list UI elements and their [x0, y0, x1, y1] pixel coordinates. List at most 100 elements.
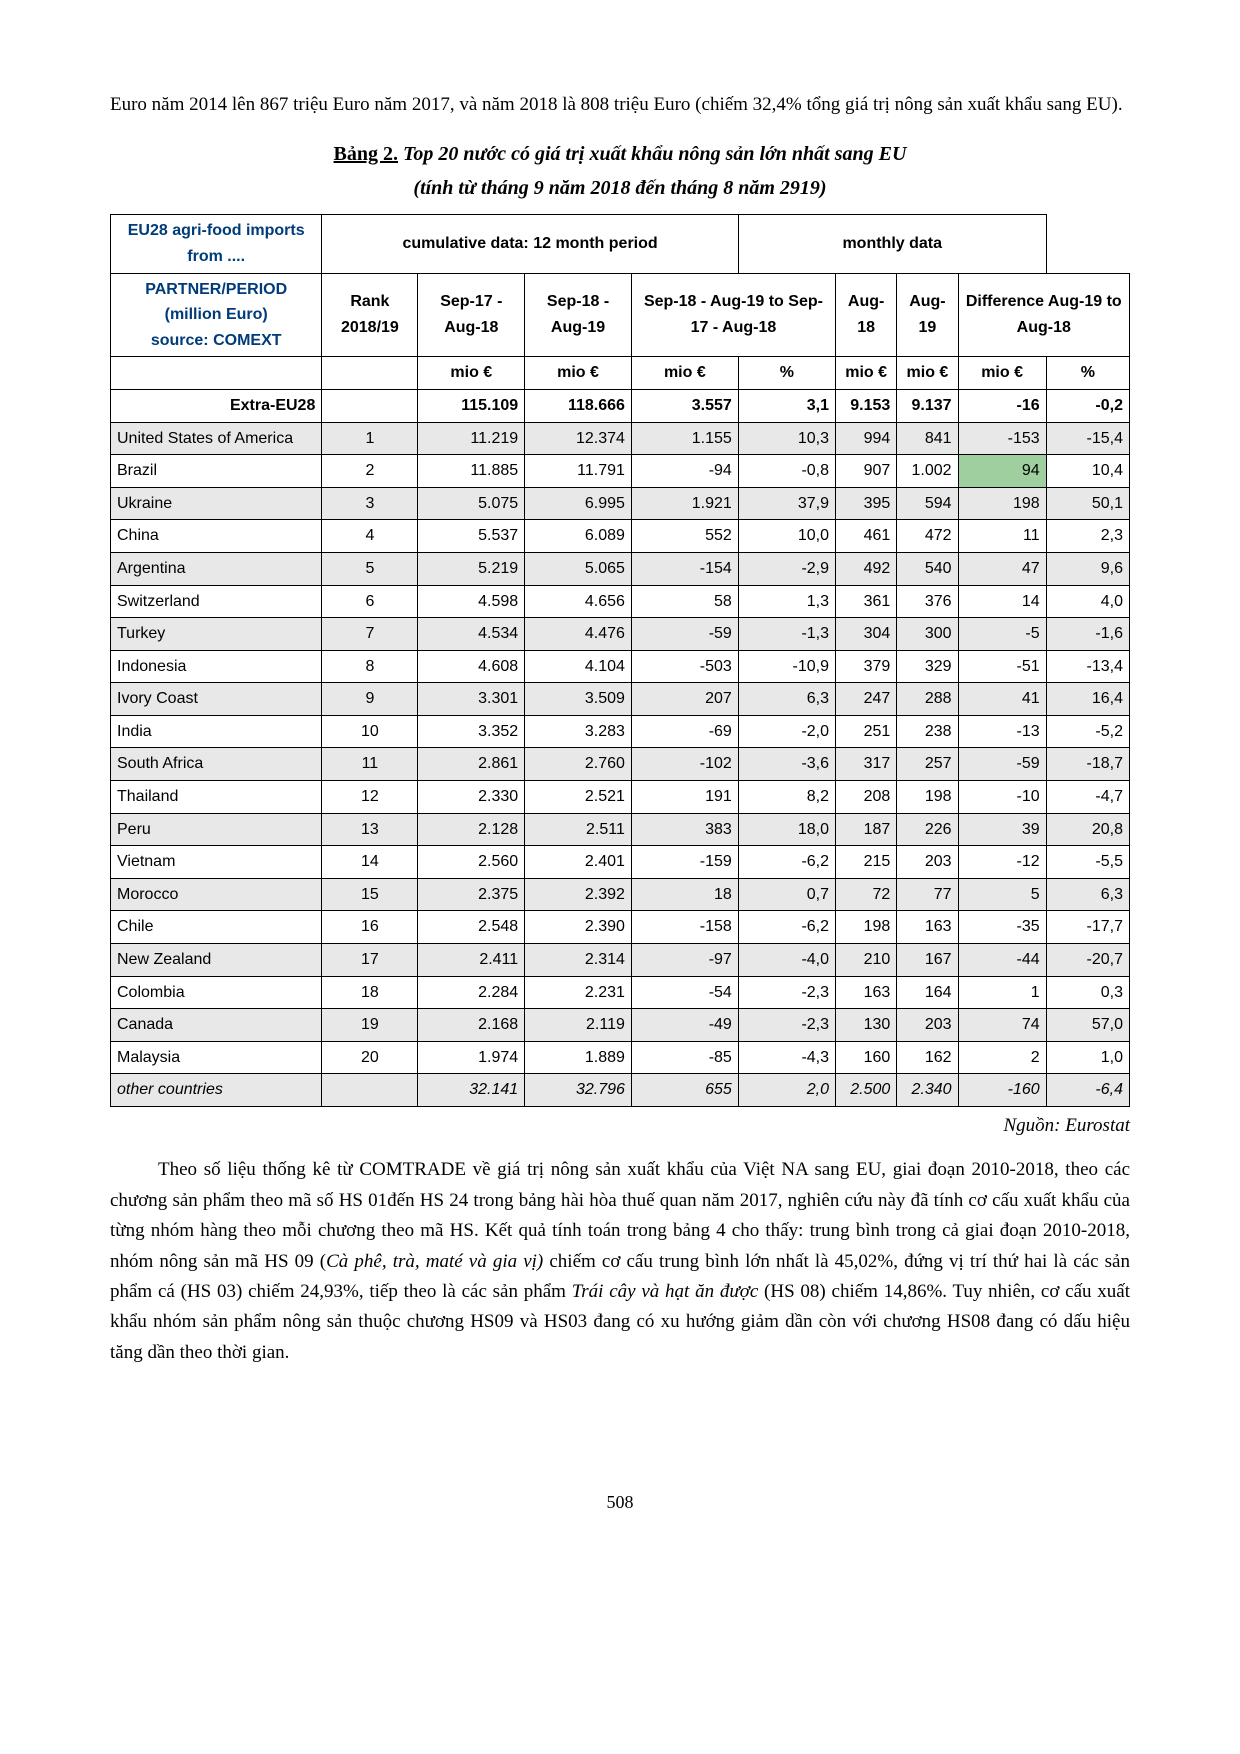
table-cell: 247	[836, 683, 897, 716]
table-cell: Morocco	[111, 878, 322, 911]
table-cell: 208	[836, 781, 897, 814]
table-cell: 3.301	[418, 683, 525, 716]
table-cell: 198	[897, 781, 958, 814]
table-cell: 203	[897, 846, 958, 879]
table-cell: 2.330	[418, 781, 525, 814]
para-italic2: Trái cây và hạt ăn được	[572, 1281, 759, 1302]
table-cell: 9.153	[836, 389, 897, 422]
table-cell: -2,3	[738, 976, 835, 1009]
table-cell: 5.537	[418, 520, 525, 553]
table-cell: 14	[322, 846, 418, 879]
table-cell: -12	[958, 846, 1046, 879]
table-cell: -15,4	[1046, 422, 1129, 455]
table-cell: 203	[897, 1009, 958, 1042]
table-cell: 0,3	[1046, 976, 1129, 1009]
table-cell: Thailand	[111, 781, 322, 814]
table-cell: 5	[958, 878, 1046, 911]
hdr-aug19: Aug-19	[897, 273, 958, 357]
table-cell: 288	[897, 683, 958, 716]
table-cell: 361	[836, 585, 897, 618]
table-cell: China	[111, 520, 322, 553]
table-cell: -20,7	[1046, 944, 1129, 977]
table-cell: 2	[958, 1041, 1046, 1074]
table-cell: 0,7	[738, 878, 835, 911]
table-cell: Turkey	[111, 618, 322, 651]
table-cell: -10	[958, 781, 1046, 814]
table-cell: 552	[631, 520, 738, 553]
table-cell: 167	[897, 944, 958, 977]
table-cell: 300	[897, 618, 958, 651]
table-cell: -153	[958, 422, 1046, 455]
table-row: Ivory Coast93.3013.5092076,32472884116,4	[111, 683, 1130, 716]
table-cell: Colombia	[111, 976, 322, 1009]
table-cell: 4.104	[525, 650, 632, 683]
table-cell: 383	[631, 813, 738, 846]
table-cell: 8,2	[738, 781, 835, 814]
hdr-monthly: monthly data	[738, 215, 1046, 273]
table-cell: 10,4	[1046, 455, 1129, 488]
table-cell: Extra-EU28	[111, 389, 322, 422]
table-cell: 207	[631, 683, 738, 716]
para-italic1: Cà phê, trà, maté và gia vị)	[326, 1251, 543, 1272]
table-cell: -17,7	[1046, 911, 1129, 944]
table-row: Malaysia201.9741.889-85-4,316016221,0	[111, 1041, 1130, 1074]
table-cell: India	[111, 715, 322, 748]
table-cell: -6,2	[738, 846, 835, 879]
unit-blank1	[111, 357, 322, 390]
table-cell: 3.283	[525, 715, 632, 748]
hdr-partner-period: PARTNER/PERIOD (million Euro) source: CO…	[111, 273, 322, 357]
table-cell: -59	[631, 618, 738, 651]
table-caption: Bảng 2. Top 20 nước có giá trị xuất khẩu…	[110, 138, 1130, 170]
table-cell: 2.119	[525, 1009, 632, 1042]
table-source: Nguồn: Eurostat	[110, 1111, 1130, 1141]
table-caption-subtitle: (tính từ tháng 9 năm 2018 đến tháng 8 nă…	[110, 172, 1130, 204]
table-cell: 4.656	[525, 585, 632, 618]
table-cell: South Africa	[111, 748, 322, 781]
table-cell: 163	[897, 911, 958, 944]
table-cell: -1,6	[1046, 618, 1129, 651]
table-cell: 2.168	[418, 1009, 525, 1042]
table-cell: 4.598	[418, 585, 525, 618]
table-cell: 77	[897, 878, 958, 911]
table-cell: 187	[836, 813, 897, 846]
hdr-rank: Rank 2018/19	[322, 273, 418, 357]
table-cell: -0,8	[738, 455, 835, 488]
table-cell: 164	[897, 976, 958, 1009]
table-cell: 2.760	[525, 748, 632, 781]
table-cell: Vietnam	[111, 846, 322, 879]
table-cell: 4,0	[1046, 585, 1129, 618]
table-cell: 94	[958, 455, 1046, 488]
table-cell: -49	[631, 1009, 738, 1042]
table-cell: Argentina	[111, 552, 322, 585]
table-cell: -94	[631, 455, 738, 488]
table-row: Peru132.1282.51138318,01872263920,8	[111, 813, 1130, 846]
table-cell: 3.352	[418, 715, 525, 748]
table-cell: 2.128	[418, 813, 525, 846]
table-cell: 2.375	[418, 878, 525, 911]
table-cell: 317	[836, 748, 897, 781]
unit-blank2	[322, 357, 418, 390]
table-row: South Africa112.8612.760-102-3,6317257-5…	[111, 748, 1130, 781]
table-cell: 238	[897, 715, 958, 748]
table-cell: 16	[322, 911, 418, 944]
table-row: Ukraine35.0756.9951.92137,939559419850,1	[111, 487, 1130, 520]
table-cell: 47	[958, 552, 1046, 585]
table-cell: -2,3	[738, 1009, 835, 1042]
table-cell: 130	[836, 1009, 897, 1042]
table-row: other countries32.14132.7966552,02.5002.…	[111, 1074, 1130, 1107]
table-cell: 32.141	[418, 1074, 525, 1107]
table-row: Indonesia84.6084.104-503-10,9379329-51-1…	[111, 650, 1130, 683]
table-cell: 2	[322, 455, 418, 488]
table-cell: 2.340	[897, 1074, 958, 1107]
table-cell: 5.075	[418, 487, 525, 520]
table-cell: 1,3	[738, 585, 835, 618]
table-cell: 8	[322, 650, 418, 683]
table-cell: 2.390	[525, 911, 632, 944]
table-body: Extra-EU28115.109118.6663.5573,19.1539.1…	[111, 389, 1130, 1106]
table-cell: 1.974	[418, 1041, 525, 1074]
table-cell: -2,0	[738, 715, 835, 748]
table-cell: 2.500	[836, 1074, 897, 1107]
caption-label: Bảng 2.	[334, 143, 398, 165]
table-cell: 461	[836, 520, 897, 553]
table-cell: -69	[631, 715, 738, 748]
